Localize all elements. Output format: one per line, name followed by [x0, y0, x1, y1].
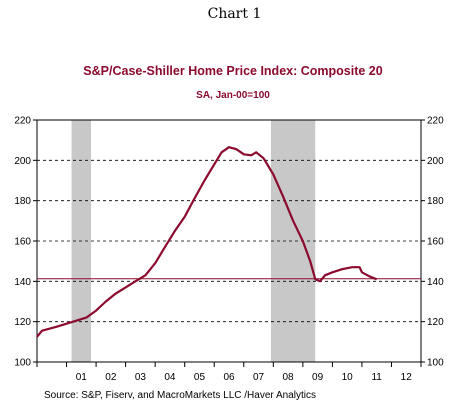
- x-tick-label-07: 07: [253, 372, 265, 383]
- y-tick-label-right-200: 200: [427, 156, 444, 167]
- chart-source: Source: S&P, Fiserv, and MacroMarkets LL…: [44, 390, 316, 400]
- x-tick-label-02: 02: [105, 372, 117, 383]
- y-tick-label-left-120: 120: [14, 317, 31, 328]
- y-tick-label-right-220: 220: [427, 116, 444, 127]
- y-tick-label-left-140: 140: [14, 277, 31, 288]
- x-tick-label-09: 09: [312, 372, 324, 383]
- chart-title: S&P/Case-Shiller Home Price Index: Compo…: [83, 64, 382, 78]
- y-tick-label-left-180: 180: [14, 196, 31, 207]
- x-tick-label-08: 08: [283, 372, 295, 383]
- x-tick-label-03: 03: [135, 372, 147, 383]
- x-tick-label-04: 04: [164, 372, 176, 383]
- page-header: Chart 1: [207, 6, 262, 22]
- y-tick-label-right-100: 100: [427, 358, 444, 369]
- chart-subtitle: SA, Jan-00=100: [196, 90, 270, 101]
- y-tick-label-left-220: 220: [14, 116, 31, 127]
- x-tick-label-10: 10: [342, 372, 354, 383]
- y-tick-label-right-140: 140: [427, 277, 444, 288]
- y-tick-label-left-200: 200: [14, 156, 31, 167]
- series-line-1: [36, 146, 378, 338]
- y-tick-label-left-160: 160: [14, 237, 31, 248]
- x-tick-label-11: 11: [371, 372, 382, 383]
- x-tick-label-05: 05: [194, 372, 206, 383]
- y-tick-label-right-160: 160: [427, 237, 444, 248]
- y-tick-label-right-180: 180: [427, 196, 444, 207]
- y-tick-label-left-100: 100: [14, 358, 31, 369]
- y-tick-label-right-120: 120: [427, 317, 444, 328]
- x-tick-label-01: 01: [76, 372, 88, 383]
- x-tick-label-06: 06: [223, 372, 235, 383]
- x-tick-label-12: 12: [401, 372, 413, 383]
